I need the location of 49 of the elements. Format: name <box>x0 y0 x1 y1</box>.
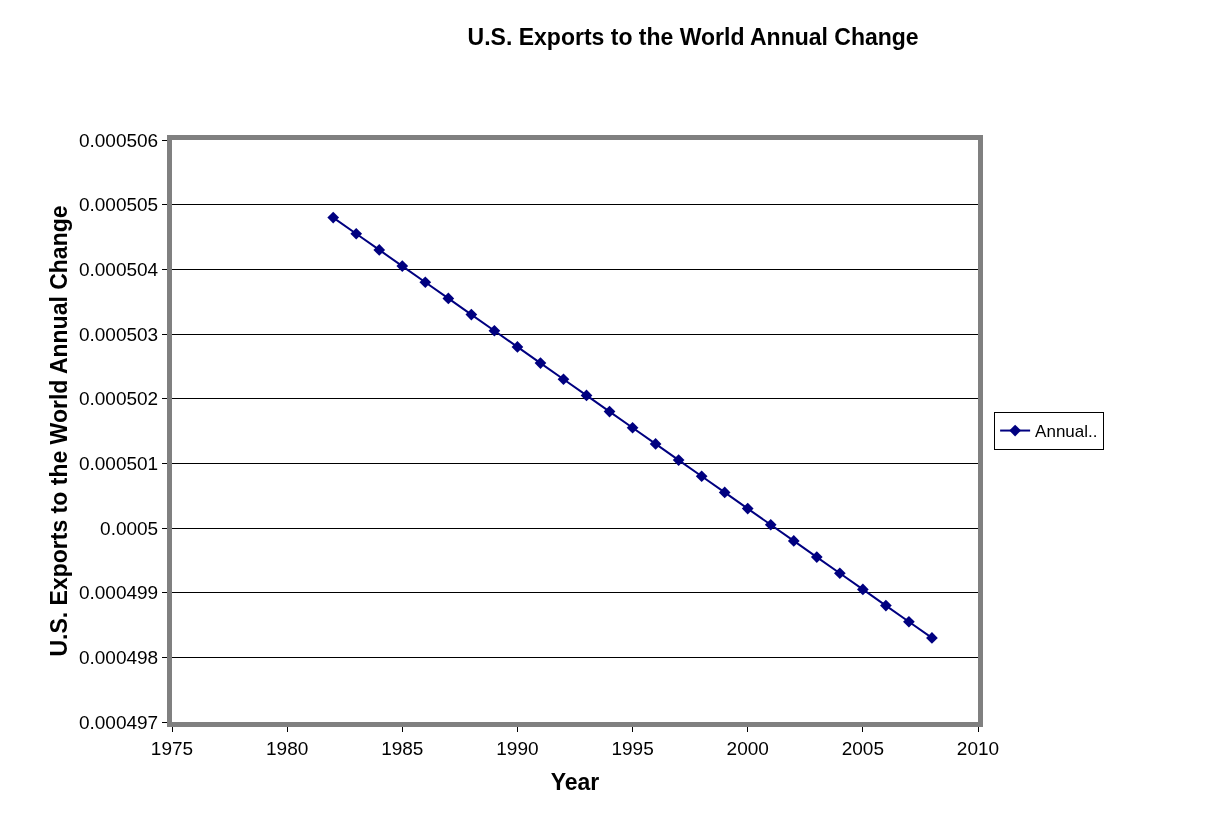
point <box>350 227 363 240</box>
y-axis-title: U.S. Exports to the World Annual Change <box>46 205 73 657</box>
point <box>695 470 708 483</box>
x-tick-label: 1990 <box>496 737 539 759</box>
y-tick-label: 0.000504 <box>78 258 159 280</box>
point <box>741 502 754 515</box>
chart-title: U.S. Exports to the World Annual Change <box>467 23 919 50</box>
legend-label: Annual.. <box>1035 422 1098 442</box>
y-tick-label: 0.000505 <box>78 194 159 216</box>
x-axis-title: Year <box>550 769 600 796</box>
point <box>557 373 570 386</box>
point <box>419 276 432 289</box>
y-tick-label: 0.000497 <box>78 711 159 733</box>
x-tick-label: 1995 <box>611 737 654 759</box>
y-tick-label: 0.000506 <box>78 129 159 151</box>
point <box>327 211 340 224</box>
point <box>488 324 501 337</box>
point <box>442 292 455 305</box>
point <box>396 260 409 272</box>
point <box>787 535 800 547</box>
x-tick-label: 2000 <box>726 737 769 759</box>
x-tick-label: 1985 <box>381 737 424 759</box>
point <box>718 486 731 499</box>
y-tick-label: 0.000503 <box>78 323 159 345</box>
y-tick-label: 0.000502 <box>78 388 159 410</box>
y-tick-label: 0.000498 <box>78 646 159 668</box>
x-tick-label: 1975 <box>150 737 194 759</box>
point <box>603 405 616 418</box>
point <box>833 567 846 580</box>
point <box>926 632 938 644</box>
point <box>672 454 685 466</box>
point <box>373 244 386 256</box>
point <box>880 599 892 612</box>
x-tick-label: 2010 <box>956 737 1000 759</box>
point <box>810 551 823 563</box>
y-tick-label: 0.0005 <box>100 517 159 539</box>
y-tick-label: 0.000501 <box>78 452 159 474</box>
point <box>903 615 915 628</box>
point <box>534 357 547 369</box>
point <box>857 583 869 596</box>
point <box>649 438 662 450</box>
y-tick-label: 0.000499 <box>78 582 159 604</box>
x-tick-label: 1980 <box>266 737 309 759</box>
point <box>465 308 478 321</box>
point <box>626 421 639 434</box>
point <box>764 518 777 531</box>
point <box>580 389 593 402</box>
x-tick-label: 2005 <box>841 737 884 759</box>
point <box>511 341 524 353</box>
